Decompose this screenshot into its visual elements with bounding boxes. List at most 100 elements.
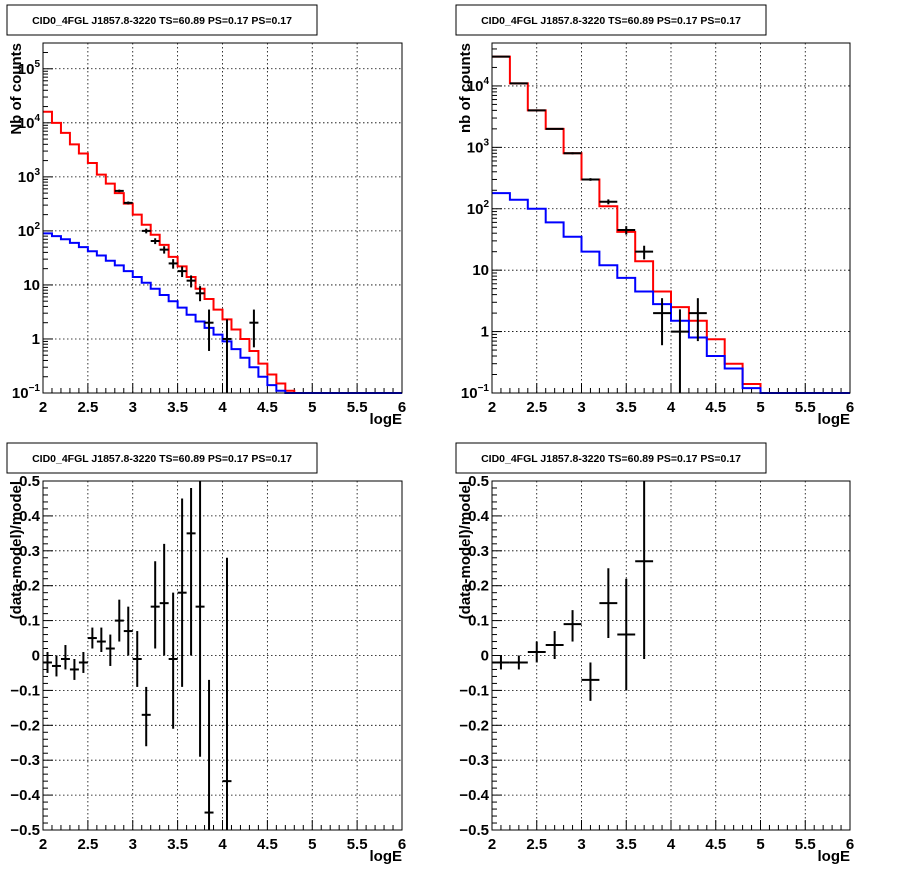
x-tick-label: 5: [756, 836, 764, 853]
y-tick-label-base: 10: [12, 385, 29, 402]
y-tick-label-base: 1: [32, 331, 40, 348]
x-tick-label: 2.5: [526, 399, 547, 416]
chart-title: CID0_4FGL J1857.8-3220 TS=60.89 PS=0.17 …: [32, 453, 292, 465]
chart-panel-1: CID0_4FGL J1857.8-3220 TS=60.89 PS=0.17 …: [6, 4, 406, 428]
x-tick-label: 5.5: [347, 399, 368, 416]
y-tick-label-base: 0: [32, 648, 40, 665]
data-point: [204, 679, 214, 830]
data-point: [123, 606, 133, 656]
data-point: [581, 662, 600, 701]
data-point: [563, 610, 582, 642]
data-point: [527, 641, 546, 663]
data-point: [114, 189, 124, 193]
chart-title: CID0_4FGL J1857.8-3220 TS=60.89 PS=0.17 …: [481, 15, 741, 27]
y-tick-label-base: 10: [467, 78, 484, 95]
y-tick-label-base: 10: [467, 201, 484, 218]
data-point: [123, 201, 133, 205]
x-axis-title: logE: [818, 411, 851, 428]
y-tick-label: 1: [32, 331, 40, 348]
y-tick-label: 102: [18, 221, 41, 240]
data-point: [195, 481, 205, 757]
y-tick-label-base: 0.1: [19, 613, 40, 630]
y-tick-label: 10: [472, 262, 489, 279]
data-point: [168, 592, 178, 729]
data-point: [43, 652, 52, 673]
data-point: [599, 199, 618, 205]
y-tick-label: −0.3: [10, 752, 40, 769]
x-tick-label: 4.5: [257, 836, 278, 853]
data-point: [688, 298, 707, 342]
y-tick-label: −0.4: [10, 787, 40, 804]
data-point: [51, 655, 61, 677]
data-point: [509, 82, 528, 85]
y-tick-label-base: 0.2: [468, 578, 489, 595]
data-point: [150, 238, 160, 245]
y-tick-label-base: −0.1: [459, 682, 489, 699]
title-box: [455, 442, 767, 474]
y-tick-label: 0.5: [468, 473, 489, 490]
x-tick-label: 3.5: [616, 399, 637, 416]
y-tick-label-base: 0.4: [468, 508, 490, 525]
y-tick-label: 105: [18, 59, 41, 78]
y-tick-label-base: 0: [481, 648, 489, 665]
y-tick-label-base: 0.3: [468, 543, 489, 560]
y-tick-label: 0.3: [19, 543, 40, 560]
x-tick-label: 5.5: [795, 836, 816, 853]
data-point: [635, 245, 654, 260]
x-tick-label: 5: [308, 836, 316, 853]
data-point: [186, 487, 196, 656]
y-tick-label-base: −0.2: [10, 717, 40, 734]
title-box: [455, 4, 767, 36]
data-point: [671, 309, 689, 393]
data-point: [545, 631, 564, 659]
y-tick-label-exponent: 3: [34, 167, 40, 178]
y-tick-label-exponent: −1: [29, 383, 41, 394]
x-tick-label: 5.5: [347, 836, 368, 853]
x-tick-label: 4: [218, 399, 227, 416]
y-tick-label-base: 10: [18, 115, 35, 132]
y-tick-label-base: 0.3: [19, 543, 40, 560]
x-tick-label: 2: [39, 399, 47, 416]
y-axis-title: (data-model)/model: [8, 481, 25, 619]
y-tick-label-base: −0.2: [459, 717, 489, 734]
data-point: [222, 319, 232, 393]
plot-frame: [42, 42, 403, 394]
y-tick-label-base: −0.4: [459, 787, 489, 804]
y-tick-label-base: 0.1: [468, 613, 489, 630]
y-axis-title: nb of counts: [457, 43, 474, 133]
x-tick-label: 3.5: [616, 836, 637, 853]
data-point: [96, 627, 106, 653]
chart-panel-3: CID0_4FGL J1857.8-3220 TS=60.89 PS=0.17 …: [6, 442, 406, 865]
data-point: [492, 55, 510, 58]
data-point: [177, 266, 187, 278]
x-tick-label: 3.5: [167, 836, 188, 853]
x-tick-label: 3: [129, 399, 137, 416]
data-point: [114, 599, 124, 642]
x-axis-title: logE: [370, 411, 403, 428]
data-point: [617, 226, 636, 235]
y-tick-label: 103: [467, 137, 490, 156]
y-tick-label: −0.3: [459, 752, 489, 769]
y-tick-label-base: 1: [481, 324, 489, 341]
y-tick-label-exponent: 3: [483, 137, 489, 148]
data-point: [69, 658, 79, 680]
title-box: [6, 4, 318, 36]
y-tick-label: 0.5: [19, 473, 40, 490]
y-tick-label: 10−1: [12, 383, 41, 402]
chart-panel-2: CID0_4FGL J1857.8-3220 TS=60.89 PS=0.17 …: [455, 4, 854, 428]
data-point: [492, 655, 510, 670]
y-tick-label: −0.1: [459, 682, 489, 699]
chart-title: CID0_4FGL J1857.8-3220 TS=60.89 PS=0.17 …: [32, 15, 292, 27]
y-tick-label-base: −0.4: [10, 787, 40, 804]
y-tick-label: 104: [467, 76, 490, 95]
data-point: [159, 543, 169, 656]
x-tick-label: 3.5: [167, 399, 188, 416]
y-tick-label-base: −0.1: [10, 682, 40, 699]
data-point: [599, 568, 618, 639]
x-tick-label: 2.5: [526, 836, 547, 853]
y-tick-label: 1: [481, 324, 489, 341]
x-axis-title: logE: [370, 848, 403, 865]
y-tick-label: 0.1: [468, 613, 489, 630]
data-point: [141, 228, 151, 234]
y-tick-label: 10−1: [461, 383, 490, 402]
